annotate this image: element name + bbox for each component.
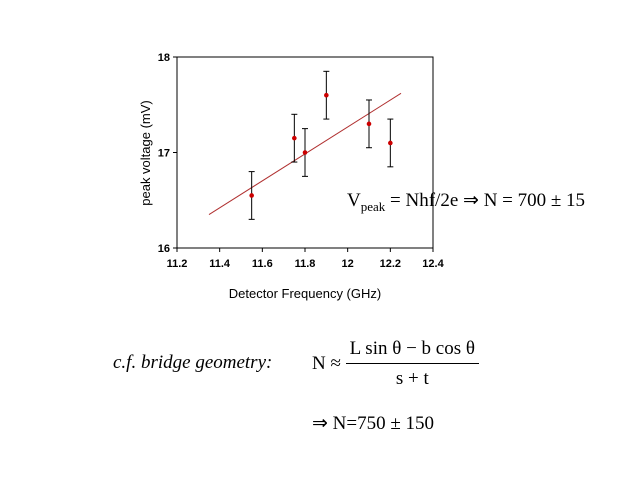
x-axis-label: Detector Frequency (GHz) [229,286,381,301]
y-tick-label: 16 [158,243,170,255]
x-tick-label: 12.2 [380,258,401,270]
x-tick-label: 11.8 [295,258,316,270]
peak-subscript: peak [360,198,386,214]
x-tick-label: 12.4 [422,258,444,270]
data-point [302,150,308,155]
bridge-label-text: c.f. bridge geometry: [113,352,273,373]
peak-result: N = 700 ± 15 [478,190,586,211]
v-symbol: V [347,190,361,211]
x-tick-label: 11.4 [209,258,231,270]
data-point [249,193,254,198]
peak-rhs: = Nhf/2e [385,190,464,211]
x-tick-label: 11.6 [252,258,273,270]
result-equation: ⇒ N=750 ± 150 [312,412,434,435]
data-point [388,140,393,146]
result-arrow: ⇒ [312,413,328,434]
bridge-fraction: L sin θ − b cos θ s + t [345,338,479,390]
fraction-denominator: s + t [395,368,429,389]
y-tick-label: 18 [158,52,170,64]
data-point [324,92,329,98]
x-tick-label: 11.2 [167,258,188,270]
bridge-label: c.f. bridge geometry: [113,352,272,374]
bridge-equation: N ≈ L sin θ − b cos θ s + t [312,338,479,390]
x-tick-label: 12 [342,258,354,270]
bridge-lhs: N ≈ [312,353,341,374]
data-point [366,121,372,127]
result-text: N=750 ± 150 [327,413,435,434]
fraction-numerator: L sin θ − b cos θ [345,338,479,364]
y-axis-label: peak voltage (mV) [138,100,153,206]
peak-voltage-equation: Vpeak = Nhf/2e ⇒ N = 700 ± 15 [347,189,585,215]
implies-arrow: ⇒ [463,190,479,211]
data-point [292,135,297,141]
y-tick-label: 17 [158,148,170,160]
